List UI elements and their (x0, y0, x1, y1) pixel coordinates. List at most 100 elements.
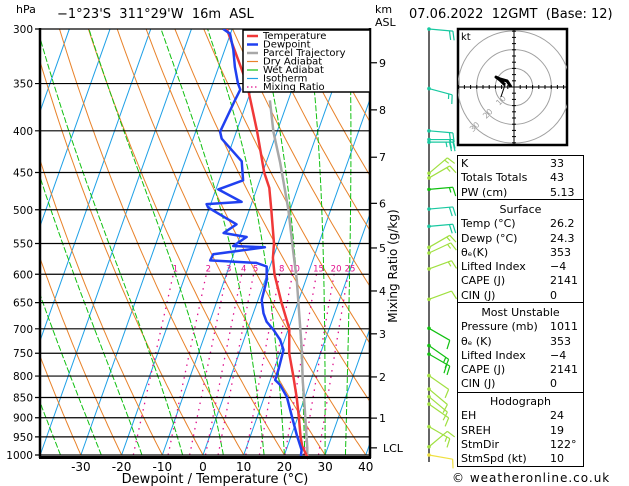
index-value: 5.13 (550, 185, 575, 199)
wind-barb-feather (452, 31, 455, 41)
wind-barb (427, 140, 456, 152)
wind-barb (427, 290, 458, 302)
hodograph-storm-motion (500, 84, 506, 98)
wind-barb-staff (428, 165, 451, 179)
hodo-label: EH (461, 409, 477, 423)
wind-barb-staff (428, 396, 448, 413)
wind-barb-feather (447, 430, 456, 438)
mixing-ratio-label: 3 (226, 264, 231, 274)
height-tick-label: LCL (383, 442, 404, 455)
mu-value: −4 (550, 348, 567, 362)
surface-value: 2141 (550, 274, 578, 288)
index-value: 33 (550, 157, 564, 170)
wind-barb (427, 223, 457, 234)
pressure-tick-label: 500 (13, 205, 33, 217)
most-unstable-table: Most Unstable Pressure (mb) 1011 θₑ (K) 35… (457, 302, 584, 393)
hodo-label: StmSpd (kt) (461, 452, 527, 466)
wind-barb-staff (428, 130, 453, 134)
height-tick-label: 2 (379, 371, 386, 384)
isotherm-line (40, 29, 70, 114)
x-axis-title: Dewpoint / Temperature (°C) (122, 472, 309, 486)
wind-barb-feather (451, 260, 458, 269)
wind-barb-feather (448, 142, 453, 152)
copyright-link[interactable]: © weatheronline.co.uk (452, 471, 611, 485)
wind-barb-feather (444, 389, 450, 399)
wind-barb-feather (449, 165, 457, 174)
index-row-totals-totals: Totals Totals 43 (458, 171, 583, 185)
wind-barb (427, 242, 457, 255)
hodograph-table: Hodograph EH 24 SREH 19 StmDir 122° StmSpd … (457, 392, 584, 467)
wind-barb (427, 206, 457, 217)
mu-value: 1011 (550, 320, 578, 334)
legend-label: Temperature (262, 31, 326, 42)
wind-barb-feather (450, 242, 457, 251)
wind-barb-staff (428, 290, 452, 300)
wind-barb-feather (451, 290, 458, 300)
mixing-ratio-axis-title: Mixing Ratio (g/kg) (386, 209, 400, 322)
sounding-profiles (205, 29, 310, 460)
wind-barb (427, 157, 456, 176)
pressure-tick-label: 450 (13, 167, 33, 179)
dry-adiabat-line (40, 59, 204, 456)
surface-row-theta-e: θₑ(K) 353 (458, 246, 583, 260)
wind-barb-staff (428, 260, 452, 270)
surface-label: CAPE (J) (461, 274, 506, 288)
surface-value: 353 (550, 245, 571, 259)
surface-value: −4 (550, 260, 567, 274)
pressure-tick-label: 1000 (6, 450, 33, 462)
height-tick-label: 3 (379, 328, 386, 341)
wind-barb (427, 165, 457, 180)
isotherm-line (40, 29, 111, 228)
x-tick-label: 0 (199, 460, 207, 474)
wind-barb-staff (428, 186, 453, 190)
index-label: K (461, 157, 469, 170)
wind-barb-staff (428, 157, 448, 174)
height-unit-asl-label: ASL (375, 16, 396, 29)
x-tick-label: 30 (317, 460, 332, 474)
wind-barb-half-feather (445, 142, 448, 148)
wind-barb-half-feather (446, 236, 451, 242)
hodo-value: 10 (550, 452, 564, 466)
wind-barb-dot (427, 86, 431, 91)
height-tick-label: 6 (379, 197, 386, 210)
isotherm-line (283, 212, 370, 456)
legend-label: Wet Adiabat (263, 65, 324, 76)
hodo-row-stmdir: StmDir 122° (458, 438, 583, 452)
isobar-lines: 300 350 400 450 500 550 600 650 700 750 800 850 900 9… (6, 24, 370, 462)
wind-barb-staff (428, 206, 453, 210)
legend-label: Dry Adiabat (263, 57, 322, 68)
legend-label: Parcel Trajectory (263, 48, 346, 59)
hodo-row-eh: EH 24 (458, 409, 583, 423)
surface-label: Dewp (°C) (461, 231, 518, 245)
wind-barb-feather (452, 142, 456, 152)
index-row-pw: PW (cm) 5.13 (458, 186, 583, 200)
wind-barb (427, 373, 450, 399)
mu-label: Lifted Index (461, 348, 526, 362)
pressure-tick-label: 350 (13, 79, 33, 91)
hodo-row-sreh: SREH 19 (458, 424, 583, 438)
legend-label: Mixing Ratio (263, 82, 325, 93)
isotherm-line (121, 29, 274, 456)
wind-barb (427, 27, 455, 41)
wind-barb-feather (446, 340, 451, 350)
dry-adiabat-line (145, 29, 367, 456)
mu-label: θₑ (K) (461, 334, 492, 348)
hodograph-trace (494, 75, 513, 88)
wind-barb-feather (452, 206, 457, 216)
pressure-tick-label: 750 (13, 348, 33, 360)
pressure-tick-label: 900 (13, 413, 33, 425)
wind-barb-staff (428, 242, 452, 254)
wind-barb-staff (428, 430, 448, 448)
wind-barb-staff (428, 234, 451, 248)
x-tick-label: 20 (277, 460, 292, 474)
legend-label: Dewpoint (263, 40, 311, 51)
mu-row-cin: CIN (J) 0 (458, 377, 583, 391)
most-unstable-title: Most Unstable (481, 306, 560, 319)
mu-value: 2141 (550, 363, 578, 377)
mixing-ratio-label: 15 (313, 264, 324, 274)
wind-barb-feather (447, 157, 456, 164)
wind-barb-feather (452, 187, 457, 197)
mixing-ratio-label: 25 (345, 264, 356, 274)
